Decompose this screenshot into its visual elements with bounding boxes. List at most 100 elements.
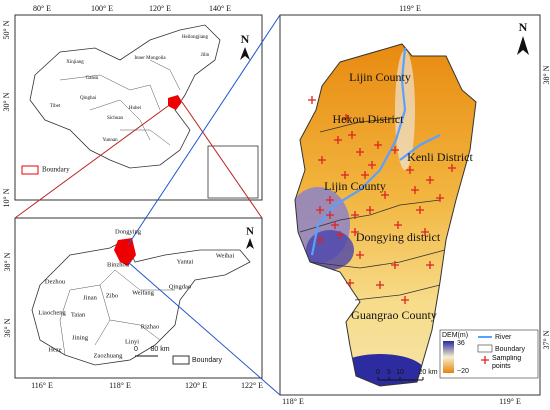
label: 0 bbox=[134, 346, 138, 353]
label: Binzhou bbox=[107, 261, 130, 268]
north-label: N bbox=[241, 32, 250, 46]
connector bbox=[14, 105, 169, 219]
sampling-point bbox=[356, 148, 364, 156]
legend-point bbox=[481, 356, 489, 364]
label: Inner Mongolia bbox=[134, 56, 166, 61]
sampling-points bbox=[308, 96, 456, 304]
label: 118° E bbox=[282, 397, 304, 406]
label: Heze bbox=[48, 346, 61, 353]
label: Heilongjiang bbox=[182, 35, 209, 40]
label: Rizhao bbox=[141, 323, 159, 330]
label: 120° E bbox=[149, 4, 171, 13]
label: 38° N bbox=[3, 252, 12, 271]
label: 140° E bbox=[209, 4, 231, 13]
legend-swatch bbox=[477, 344, 493, 353]
north-arrow bbox=[517, 36, 529, 55]
label: Yantai bbox=[177, 258, 194, 265]
connector bbox=[127, 14, 281, 246]
sampling-point bbox=[308, 96, 316, 104]
label: Liaocheng bbox=[38, 309, 66, 316]
label: 119° E bbox=[399, 4, 421, 13]
label: 100° E bbox=[91, 4, 113, 13]
label: Linyi bbox=[125, 338, 139, 345]
label: Zibo bbox=[106, 292, 118, 299]
dem-low: −20 bbox=[457, 368, 469, 375]
label: 10° N bbox=[2, 188, 11, 207]
label: 80° E bbox=[33, 4, 51, 13]
label: Tibet bbox=[50, 104, 61, 109]
sampling-point bbox=[331, 221, 339, 229]
dem-color-bar bbox=[443, 341, 454, 373]
sampling-point bbox=[436, 194, 444, 202]
legend-label: River bbox=[495, 334, 512, 341]
label: Hubei bbox=[129, 106, 142, 111]
scale-bar bbox=[377, 377, 424, 381]
label: 80 km bbox=[150, 346, 169, 353]
sampling-point bbox=[316, 206, 324, 214]
label: 116° E bbox=[31, 381, 53, 390]
scale-label: 20 km bbox=[418, 369, 437, 376]
sampling-point bbox=[426, 176, 434, 184]
sampling-point bbox=[348, 131, 356, 139]
sampling-point bbox=[342, 114, 350, 122]
scale-label: 5 bbox=[387, 369, 391, 376]
province-borders bbox=[59, 59, 181, 146]
label: Jining bbox=[72, 334, 89, 341]
sampling-point bbox=[326, 211, 334, 219]
north-arrow bbox=[240, 47, 250, 60]
legend-label: Boundary bbox=[192, 357, 222, 364]
sampling-point bbox=[401, 296, 409, 304]
district-label: Kenli District bbox=[407, 150, 473, 164]
sampling-point bbox=[366, 206, 374, 214]
sampling-point bbox=[326, 196, 334, 204]
label: 118° E bbox=[109, 381, 131, 390]
label: Zaozhuang bbox=[94, 352, 124, 359]
north-label: N bbox=[246, 226, 254, 238]
south-sea-inset bbox=[207, 145, 259, 199]
sampling-point bbox=[336, 231, 344, 239]
district-boundaries bbox=[299, 117, 446, 301]
scale-label: 10 bbox=[396, 369, 404, 376]
label: Dongying bbox=[115, 228, 142, 235]
label: Qingdao bbox=[169, 283, 191, 290]
china-highlight bbox=[168, 95, 182, 110]
north-arrow bbox=[246, 238, 254, 249]
label: Gansu bbox=[86, 76, 99, 81]
sampling-point bbox=[376, 281, 384, 289]
label: 38° N bbox=[542, 65, 550, 84]
label: Weifang bbox=[132, 289, 155, 296]
label: 122° E bbox=[241, 381, 263, 390]
district-label: Hekou District bbox=[333, 112, 405, 126]
dem-high: 36 bbox=[457, 340, 465, 347]
district-label: Guangrao County bbox=[351, 308, 437, 322]
sampling-point bbox=[356, 251, 364, 259]
sampling-point bbox=[346, 279, 354, 287]
sampling-point bbox=[411, 186, 419, 194]
legend-label-wrap: Sampling points bbox=[492, 355, 521, 370]
sampling-point bbox=[374, 141, 382, 149]
sampling-point bbox=[368, 161, 376, 169]
label: 119° E bbox=[499, 397, 521, 406]
sampling-point bbox=[381, 191, 389, 199]
connector bbox=[181, 101, 263, 219]
sampling-point bbox=[341, 171, 349, 179]
label: Xinjiang bbox=[66, 60, 84, 65]
sampling-point bbox=[448, 164, 456, 172]
label: Yunnan bbox=[102, 138, 118, 143]
dongying-highlight bbox=[114, 238, 136, 266]
label: Qinghai bbox=[80, 96, 97, 101]
label: 50° N bbox=[2, 20, 11, 39]
legend-label: Boundary bbox=[495, 346, 525, 353]
label: 120° E bbox=[185, 381, 207, 390]
river bbox=[310, 47, 441, 256]
label: 37° N bbox=[542, 330, 550, 349]
sampling-point bbox=[406, 166, 414, 174]
sampling-point bbox=[334, 136, 342, 144]
sampling-point bbox=[361, 171, 369, 179]
label: Jilin bbox=[201, 53, 210, 58]
label: 30° N bbox=[2, 92, 11, 111]
sampling-point bbox=[416, 206, 424, 214]
connector bbox=[127, 261, 281, 396]
district-label: Lijin County bbox=[324, 179, 386, 193]
